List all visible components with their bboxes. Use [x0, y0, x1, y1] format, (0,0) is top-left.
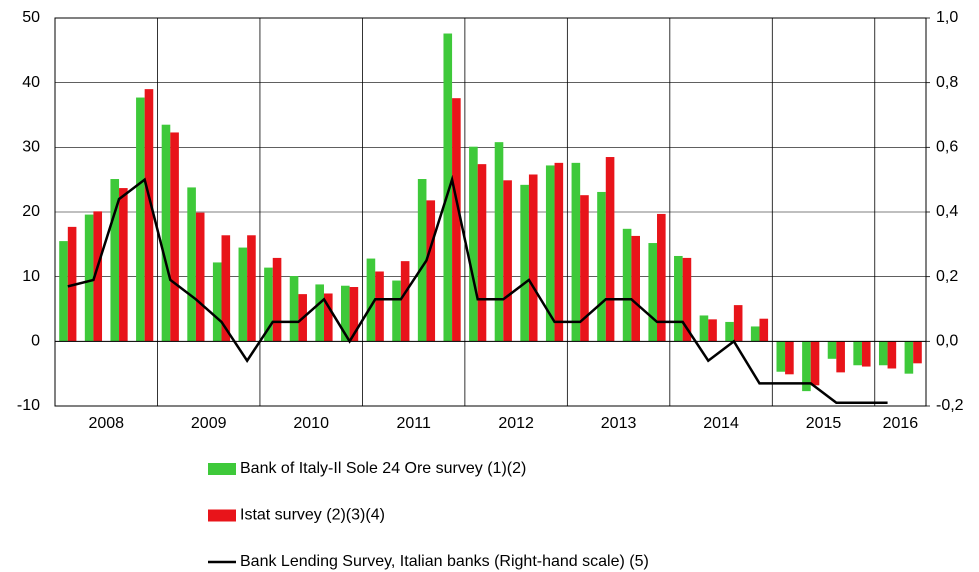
bar	[750, 326, 760, 342]
bar	[161, 124, 171, 342]
bar	[622, 228, 632, 342]
bar	[648, 243, 658, 342]
bar	[400, 261, 410, 342]
x-tick-label: 2011	[396, 415, 431, 432]
x-tick-label: 2012	[498, 415, 534, 432]
bar	[375, 271, 384, 342]
bar	[221, 235, 231, 342]
x-tick-label: 2016	[883, 415, 919, 432]
bar	[272, 257, 282, 342]
y-tick-label: -10	[17, 397, 40, 414]
bar	[477, 164, 487, 342]
bar	[708, 319, 717, 342]
bar	[144, 89, 154, 342]
bar	[861, 341, 871, 367]
legend-swatch	[208, 509, 236, 522]
bar	[913, 341, 922, 364]
bar	[657, 213, 666, 342]
bar	[349, 287, 359, 342]
bar	[469, 146, 478, 342]
y2-tick-label: 0,6	[936, 139, 958, 156]
bar	[631, 235, 640, 342]
bar	[187, 187, 196, 342]
bar	[682, 257, 692, 342]
y-tick-label: 30	[22, 139, 40, 156]
bar	[827, 341, 837, 359]
bar	[699, 315, 709, 342]
bar	[341, 285, 350, 342]
bar	[417, 179, 427, 342]
y-tick-label: 0	[31, 333, 40, 350]
bar	[733, 305, 743, 342]
bar	[580, 195, 589, 342]
bar	[571, 162, 581, 342]
bar	[853, 341, 862, 366]
x-tick-label: 2008	[88, 415, 124, 432]
bar	[545, 165, 555, 342]
bar	[93, 211, 103, 342]
bar	[554, 162, 564, 342]
y-tick-label: 10	[22, 268, 40, 285]
bar	[195, 212, 205, 342]
y2-tick-label: 1,0	[936, 9, 958, 26]
bar	[392, 280, 401, 342]
y-tick-label: 20	[22, 203, 40, 220]
y-tick-label: 40	[22, 74, 40, 91]
legend-label: Istat survey (2)(3)(4)	[240, 507, 385, 524]
bar	[674, 255, 683, 342]
bar	[605, 157, 615, 342]
plot-frame	[54, 17, 927, 407]
y2-tick-label: 0,2	[936, 268, 958, 285]
line	[67, 174, 888, 405]
bar	[494, 142, 504, 342]
legend-label: Bank of Italy-Il Sole 24 Ore survey (1)(…	[240, 460, 526, 477]
bar	[785, 341, 794, 375]
bar	[366, 258, 376, 342]
legend-label: Bank Lending Survey, Italian banks (Righ…	[240, 553, 649, 570]
bar	[725, 321, 734, 342]
y2-tick-label: 0,8	[936, 74, 958, 91]
bar	[84, 214, 94, 342]
bar	[452, 98, 461, 342]
bar	[776, 341, 786, 372]
bar	[264, 267, 273, 342]
bar	[520, 184, 529, 342]
y-tick-label: 50	[22, 9, 40, 26]
bar	[528, 174, 538, 342]
x-tick-label: 2009	[191, 415, 227, 432]
bar	[802, 341, 811, 392]
bar	[110, 179, 120, 342]
y2-tick-label: -0,2	[936, 397, 964, 414]
x-tick-label: 2013	[601, 415, 637, 432]
bar	[878, 341, 888, 366]
bar	[836, 341, 845, 373]
y2-tick-label: 0,0	[936, 333, 958, 350]
x-tick-label: 2010	[293, 415, 329, 432]
bar	[170, 132, 179, 342]
bar	[810, 341, 820, 386]
bar	[887, 341, 897, 369]
bar	[443, 33, 453, 342]
bar	[247, 235, 256, 342]
y2-tick-label: 0,4	[936, 203, 958, 220]
legend-swatch	[208, 463, 236, 475]
bar	[289, 276, 299, 342]
bar	[759, 318, 769, 342]
bar	[315, 284, 324, 342]
bar	[323, 293, 333, 342]
bar	[136, 97, 145, 342]
bar	[238, 247, 248, 342]
bar	[426, 200, 436, 342]
x-tick-label: 2015	[806, 415, 842, 432]
bar	[503, 180, 512, 342]
bar	[904, 341, 914, 374]
bar	[212, 262, 222, 342]
bar	[59, 241, 68, 342]
x-tick-label: 2014	[703, 415, 739, 432]
bar	[119, 188, 128, 342]
bar	[597, 191, 606, 342]
